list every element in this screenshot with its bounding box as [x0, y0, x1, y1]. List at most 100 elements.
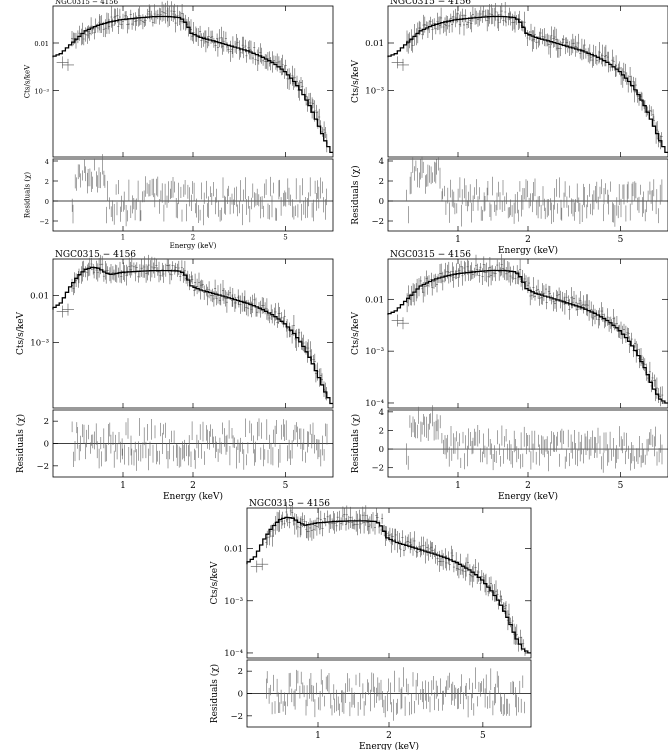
data-point [283, 519, 286, 528]
data-point [541, 29, 544, 45]
data-point [446, 16, 449, 30]
data-point [463, 14, 465, 36]
data-point [529, 286, 532, 306]
data-point [439, 557, 442, 566]
data-point [358, 509, 361, 529]
data-point [430, 542, 433, 553]
data-point [312, 355, 315, 365]
data-point [191, 275, 194, 285]
data-point [621, 325, 624, 344]
data-point [562, 35, 565, 44]
data-point [528, 31, 531, 41]
data-point [96, 263, 99, 282]
data-point [158, 261, 160, 283]
data-point [256, 307, 258, 317]
data-point [394, 528, 397, 541]
data-point [315, 517, 318, 536]
data-point [256, 49, 259, 71]
data-point [319, 510, 322, 529]
data-point [504, 602, 506, 615]
residual-y-tick-label: 0 [238, 690, 243, 700]
data-point [162, 265, 165, 283]
data-point [123, 265, 126, 282]
data-point [153, 257, 156, 278]
data-point [215, 291, 218, 306]
data-point [127, 18, 130, 30]
data-point [153, 4, 156, 24]
data-point [256, 558, 269, 571]
data-point [179, 11, 182, 31]
data-point [380, 525, 383, 535]
data-point [174, 13, 177, 33]
data-point [515, 624, 518, 645]
residual-y-tick-label: −2 [39, 218, 49, 226]
data-point [140, 259, 143, 277]
data-point [594, 46, 597, 64]
data-point [332, 511, 335, 531]
data-point [610, 319, 613, 334]
data-point [93, 26, 96, 40]
data-point [254, 54, 257, 66]
data-point [486, 9, 489, 32]
data-point [374, 520, 376, 535]
data-point [406, 30, 408, 52]
data-point [623, 323, 625, 335]
data-point [630, 332, 633, 346]
data-point [396, 58, 409, 71]
data-point [476, 263, 479, 276]
data-point [291, 325, 294, 344]
data-point [315, 104, 318, 121]
data-point [458, 263, 461, 278]
data-point [406, 293, 409, 313]
data-point [363, 511, 366, 534]
x-tick-label: 1 [315, 731, 321, 741]
data-point [516, 265, 519, 284]
data-point [538, 290, 541, 306]
data-point [447, 261, 450, 284]
data-point [550, 295, 553, 305]
data-point [500, 595, 503, 604]
data-point [445, 15, 448, 36]
data-point [289, 506, 292, 516]
y-axis-label: Cts/s/keV [351, 59, 361, 103]
x-tick-label: 1 [455, 235, 461, 245]
data-point [61, 58, 74, 71]
residual-y-tick-label: −2 [36, 462, 49, 472]
data-point [530, 23, 532, 41]
data-point [418, 541, 421, 552]
data-point [381, 513, 384, 524]
model-line [387, 15, 668, 154]
data-points [250, 501, 526, 656]
data-point [333, 513, 336, 534]
data-point [419, 21, 422, 35]
data-point [474, 8, 477, 25]
data-point [404, 535, 407, 551]
data-point [451, 16, 454, 33]
data-point [586, 294, 589, 317]
data-point [147, 254, 150, 276]
data-point [517, 270, 520, 285]
residual-y-tick-label: 0 [44, 440, 49, 450]
y-tick-label: 0.01 [365, 39, 384, 49]
data-point [164, 2, 167, 24]
data-point [87, 25, 90, 39]
data-point [183, 260, 186, 281]
data-point [86, 264, 89, 281]
data-point [660, 132, 663, 141]
spectrum-axes-frame [52, 258, 334, 409]
data-point [307, 522, 310, 541]
data-point [568, 41, 571, 56]
data-point [229, 286, 232, 299]
x-tick-label: 2 [191, 234, 195, 242]
data-point [286, 513, 289, 527]
data-point [235, 34, 238, 54]
data-point [474, 559, 477, 576]
data-point [464, 9, 467, 23]
y-axis-label: Cts/s/keV [351, 311, 361, 355]
data-point [131, 18, 134, 30]
residual-axis-label: Residuals (χ) [15, 414, 26, 473]
data-point [502, 15, 505, 26]
data-point [326, 510, 329, 523]
